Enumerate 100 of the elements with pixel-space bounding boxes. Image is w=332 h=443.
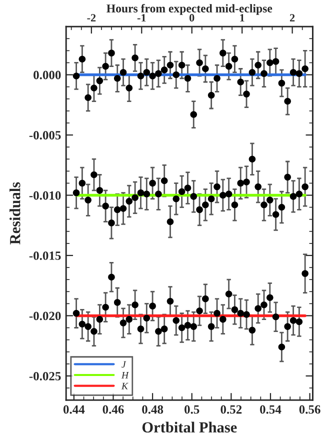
point xyxy=(72,72,80,80)
point xyxy=(196,307,203,314)
point xyxy=(114,206,121,214)
y-tick-label: -0.005 xyxy=(29,131,61,140)
point xyxy=(120,205,127,212)
point xyxy=(225,62,232,70)
point xyxy=(114,74,121,82)
point xyxy=(290,68,297,76)
point xyxy=(160,326,168,332)
point xyxy=(284,174,291,181)
point xyxy=(272,211,280,218)
point xyxy=(132,54,138,62)
point xyxy=(231,56,238,63)
point xyxy=(202,295,209,302)
point xyxy=(296,190,303,198)
point xyxy=(196,59,203,66)
point xyxy=(149,180,156,187)
point xyxy=(90,328,98,335)
y-tick-label: -0.020 xyxy=(29,312,61,320)
point xyxy=(143,190,150,198)
point xyxy=(160,66,168,74)
point xyxy=(302,270,308,277)
point xyxy=(290,193,297,200)
point xyxy=(202,201,209,208)
point xyxy=(266,294,274,302)
point xyxy=(254,305,262,312)
point xyxy=(78,56,86,63)
point xyxy=(90,84,98,92)
x-tick-label: 0.56 xyxy=(299,405,320,414)
point xyxy=(237,78,244,86)
point xyxy=(178,62,186,69)
point xyxy=(72,310,80,317)
point xyxy=(120,320,127,326)
point xyxy=(243,178,250,186)
point xyxy=(278,204,286,211)
point xyxy=(260,301,268,308)
point xyxy=(137,326,144,332)
point xyxy=(208,323,215,330)
point xyxy=(231,306,238,314)
point xyxy=(126,198,133,205)
point xyxy=(137,189,144,196)
point xyxy=(214,183,220,190)
point xyxy=(172,71,180,78)
point xyxy=(132,194,138,202)
point xyxy=(254,62,262,69)
point xyxy=(149,72,156,80)
point xyxy=(243,90,250,98)
x-tick-label: 0.44 xyxy=(63,405,85,414)
point xyxy=(90,171,98,178)
point xyxy=(220,192,226,199)
point xyxy=(202,65,209,72)
point xyxy=(108,50,115,56)
y-tick-label: -0.025 xyxy=(29,372,61,380)
point xyxy=(302,65,308,72)
point xyxy=(184,322,192,329)
point xyxy=(172,195,180,202)
point xyxy=(220,50,226,56)
point xyxy=(237,180,244,187)
point xyxy=(225,190,232,198)
point xyxy=(114,299,121,306)
point xyxy=(248,68,256,76)
point xyxy=(166,218,174,226)
point xyxy=(278,80,286,87)
legend-label: J xyxy=(122,361,126,368)
point xyxy=(120,68,127,76)
x2-tick-label: 0 xyxy=(190,14,194,22)
point xyxy=(254,183,262,190)
x-tick-label: 0.54 xyxy=(260,405,282,414)
y-tick-label: -0.015 xyxy=(29,251,61,260)
x-tick-label: 0.5 xyxy=(184,405,200,414)
point xyxy=(296,70,303,77)
legend-label: K xyxy=(121,382,128,390)
point xyxy=(84,196,92,204)
point xyxy=(108,274,115,281)
point xyxy=(166,298,174,305)
point xyxy=(132,301,138,308)
point xyxy=(137,72,144,80)
point xyxy=(155,190,162,198)
legend-label: H xyxy=(121,372,129,378)
point xyxy=(196,206,203,214)
point xyxy=(149,302,156,310)
x-tick-label: 0.52 xyxy=(220,405,242,414)
point xyxy=(266,59,274,66)
x2-tick-label: -2 xyxy=(87,14,96,22)
point xyxy=(284,323,291,330)
point xyxy=(155,70,162,77)
point xyxy=(225,290,232,298)
x2-tick-label: -1 xyxy=(137,14,146,22)
point xyxy=(143,314,150,322)
y-axis-title: Residuals xyxy=(10,182,20,244)
point xyxy=(190,111,198,118)
point xyxy=(143,68,150,76)
point xyxy=(243,311,250,318)
point xyxy=(190,323,198,330)
point xyxy=(84,94,92,102)
point xyxy=(126,316,133,323)
point xyxy=(272,58,280,65)
point xyxy=(96,187,104,194)
point xyxy=(266,196,274,204)
point xyxy=(102,62,109,70)
